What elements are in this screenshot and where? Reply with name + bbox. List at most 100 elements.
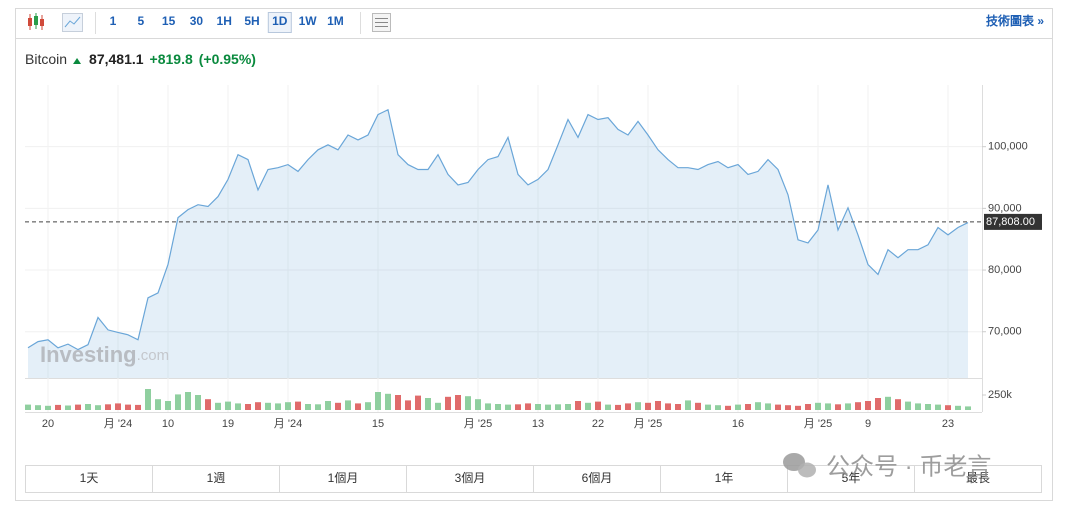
volume-bar: [635, 402, 641, 410]
plot: [25, 85, 986, 412]
range-button[interactable]: [533, 465, 661, 493]
x-tick-label: 22: [592, 418, 604, 430]
interval-button[interactable]: 5: [137, 14, 144, 28]
volume-bar: [535, 404, 541, 410]
x-tick-label: 月 '25: [634, 418, 662, 430]
volume-bar: [905, 401, 911, 410]
volume-bar: [615, 404, 621, 410]
interval-button[interactable]: 5H: [244, 14, 259, 28]
volume-bar: [505, 404, 511, 410]
interval-button[interactable]: 30: [190, 14, 204, 28]
range-button-label[interactable]: 6個月: [582, 471, 613, 485]
interval-button[interactable]: 1D: [272, 14, 288, 28]
volume-bar: [515, 404, 521, 410]
volume-bar: [725, 405, 731, 410]
volume-bar: [385, 393, 391, 410]
instrument-header: Bitcoin 87,481.1 +819.8 (+0.95%): [25, 51, 256, 67]
volume-bar: [595, 401, 601, 410]
y-tick-label: 100,000: [988, 141, 1028, 153]
volume-bar: [215, 402, 221, 410]
volume-bar: [695, 402, 701, 410]
volume-bar: [355, 403, 361, 410]
price: 87,481.1: [89, 51, 144, 67]
investing-logo: Investing.com: [40, 342, 169, 367]
range-button[interactable]: [660, 465, 788, 493]
volume-bar: [485, 403, 491, 410]
active-interval-box: [267, 12, 292, 33]
range-button[interactable]: [152, 465, 280, 493]
volume-bar: [525, 403, 531, 410]
instrument-name: Bitcoin: [25, 51, 67, 67]
volume-bar: [245, 404, 251, 410]
range-button-label[interactable]: 1天: [80, 471, 99, 485]
volume-bar: [945, 405, 951, 410]
volume-bar: [885, 396, 891, 410]
volume-bar: [675, 404, 681, 410]
volume-bar: [325, 401, 331, 410]
range-button-label[interactable]: 最長: [966, 471, 990, 485]
range-button[interactable]: [279, 465, 407, 493]
range-button[interactable]: [406, 465, 534, 493]
volume-bar: [835, 404, 841, 410]
volume-bar: [825, 403, 831, 410]
candle-icon[interactable]: [28, 13, 44, 30]
volume-bar: [735, 404, 741, 410]
volume-bar: [955, 405, 961, 410]
volume-bar: [455, 395, 461, 410]
table-icon[interactable]: [372, 13, 391, 32]
volume-bar: [285, 402, 291, 410]
volume-bar: [845, 403, 851, 410]
interval-button[interactable]: 1M: [327, 14, 344, 28]
tech-chart-link[interactable]: 技術圖表 »: [986, 13, 1044, 28]
volume-bar: [125, 404, 131, 410]
range-button-label[interactable]: 3個月: [455, 471, 486, 485]
x-tick-label: 月 '25: [804, 418, 832, 430]
volume-bar: [925, 404, 931, 410]
x-tick-label: 23: [942, 418, 954, 430]
volume-bar: [605, 404, 611, 410]
volume-bar: [785, 405, 791, 410]
volume-bar: [105, 404, 111, 410]
up-arrow-icon: [73, 58, 82, 64]
range-button-label[interactable]: 1個月: [328, 471, 359, 485]
volume-bar: [435, 402, 441, 410]
volume-bar: [855, 402, 861, 410]
range-button-label[interactable]: 1年: [715, 471, 734, 485]
volume-bar: [585, 402, 591, 410]
volume-bar: [915, 403, 921, 410]
volume-bar: [755, 402, 761, 410]
volume-bar: [625, 403, 631, 410]
area-fill: [28, 109, 968, 378]
volume-bar: [235, 403, 241, 410]
volume-bar: [865, 401, 871, 410]
volume-bar: [75, 404, 81, 410]
volume-bar: [445, 396, 451, 410]
area-icon[interactable]: [62, 13, 83, 32]
volume-bar: [935, 404, 941, 410]
range-button-label[interactable]: 1週: [207, 471, 226, 485]
frame: [15, 8, 1053, 501]
y-tick-label: 90,000: [988, 202, 1022, 214]
wechat-icon: [798, 462, 816, 478]
interval-button[interactable]: 15: [162, 14, 176, 28]
range-button-label[interactable]: 5年: [842, 471, 861, 485]
volume-bar: [895, 399, 901, 410]
volume-bar: [155, 399, 161, 410]
volume-bar: [305, 404, 311, 410]
x-tick-label: 9: [865, 418, 871, 430]
volume-bar: [685, 400, 691, 410]
volume-bar: [705, 404, 711, 410]
logo-main: Investing: [40, 342, 137, 367]
volume-bar: [965, 406, 971, 410]
interval-button[interactable]: 1H: [217, 14, 232, 28]
change: +819.8: [150, 51, 193, 67]
x-tick-label: 月 '25: [464, 418, 492, 430]
interval-button[interactable]: 1: [110, 14, 117, 28]
interval-button[interactable]: 1W: [299, 14, 318, 28]
change-pct: (+0.95%): [199, 51, 256, 67]
volume-bar: [645, 402, 651, 410]
y2-tick-label: 250k: [988, 389, 1012, 401]
range-button[interactable]: [914, 465, 1042, 493]
x-tick-label: 月 '24: [274, 418, 302, 430]
